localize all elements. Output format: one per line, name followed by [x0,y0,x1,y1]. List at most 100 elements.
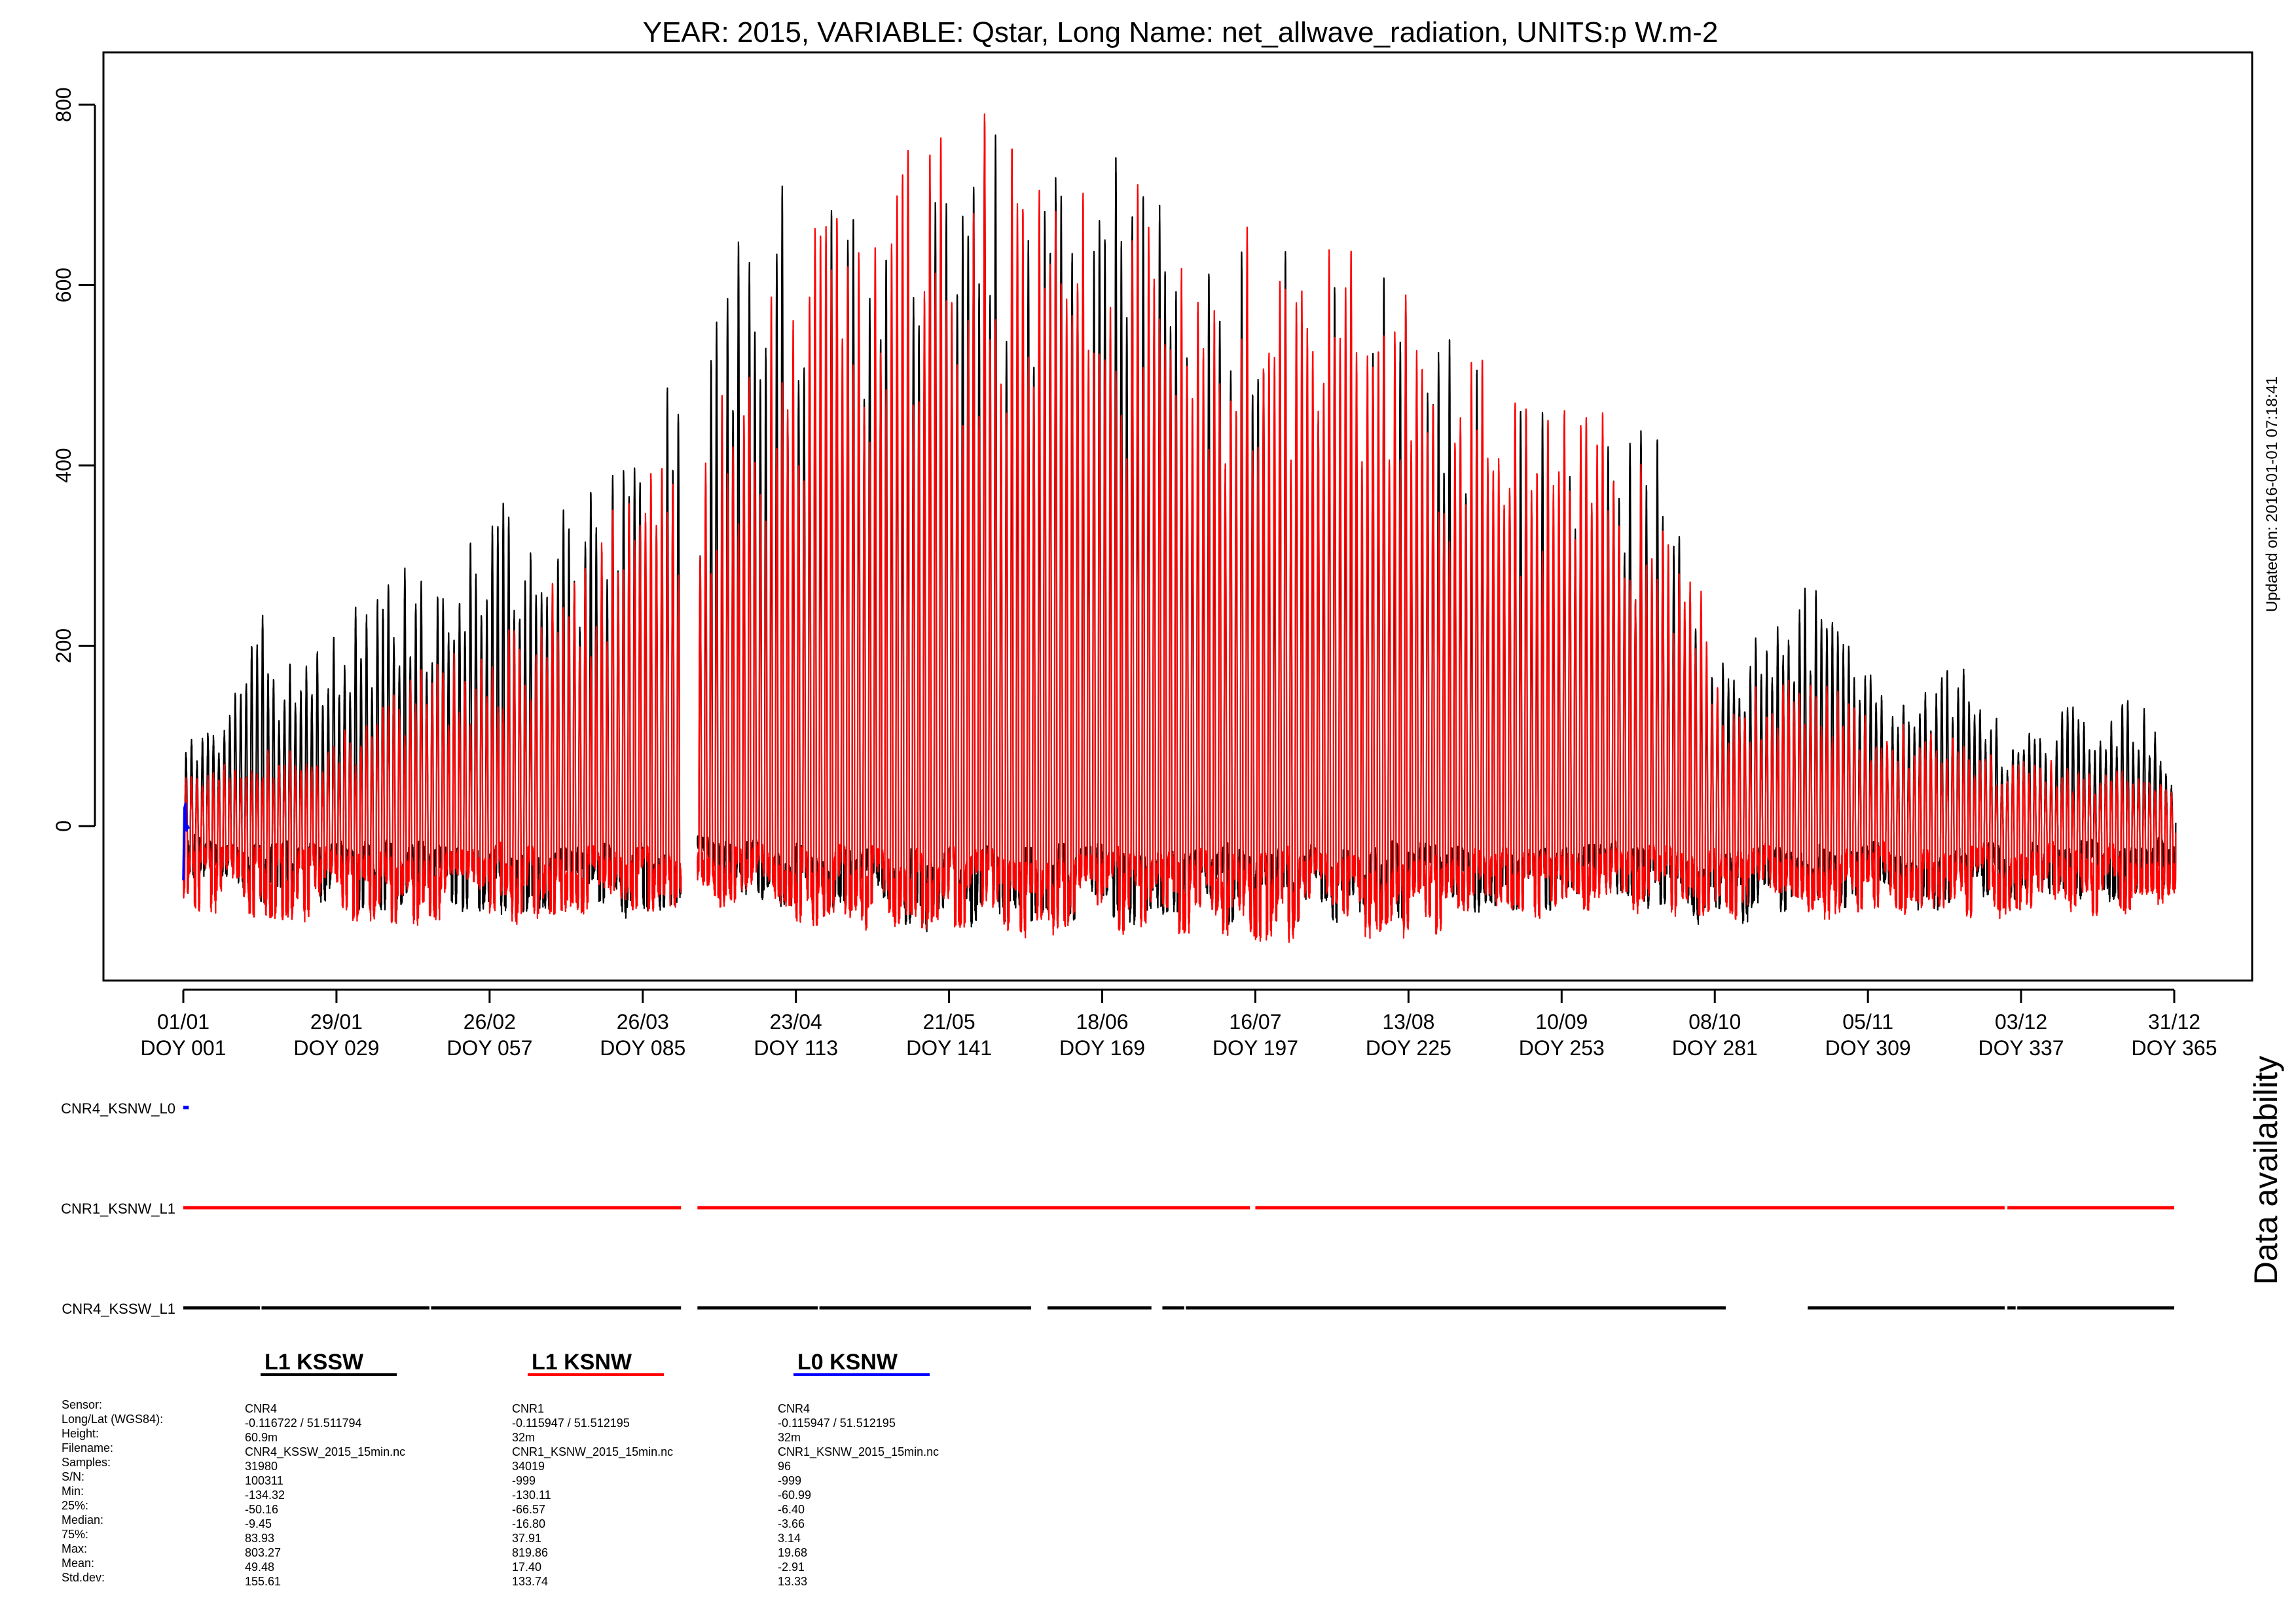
stats-column-title: L1 KSSW [264,1350,364,1375]
x-tick-date: 16/07 [1229,1010,1281,1034]
chart-title: YEAR: 2015, VARIABLE: Qstar, Long Name: … [643,16,1719,48]
x-tick-date: 21/05 [923,1010,975,1034]
x-tick-doy: DOY 197 [1212,1036,1298,1060]
x-tick-date: 10/09 [1535,1010,1588,1034]
x-tick-date: 13/08 [1382,1010,1434,1034]
x-tick-date: 05/11 [1842,1010,1893,1034]
stats-row-label: Std.dev: [62,1571,105,1584]
x-tick-doy: DOY 225 [1366,1036,1451,1060]
x-tick-date: 08/10 [1688,1010,1741,1034]
series-line-l1-ksnw [182,113,2177,943]
x-tick-doy: DOY 113 [754,1036,838,1060]
stats-value: 803.27 [245,1546,281,1559]
stats-row-label: Mean: [62,1557,94,1570]
stats-value: 19.68 [778,1546,807,1559]
stats-row-label: S/N: [62,1470,84,1483]
stats-value: 34019 [512,1460,545,1473]
x-tick-date: 18/06 [1076,1010,1128,1034]
stats-row-label: Min: [62,1485,84,1498]
updated-on-note: Updated on: 2016-01-01 07:18:41 [2263,376,2281,612]
stats-row-label: 75%: [62,1528,88,1541]
stats-value: -130.11 [512,1489,551,1502]
stats-value: CNR1_KSNW_2015_15min.nc [512,1445,673,1459]
stats-value: -50.16 [245,1503,278,1516]
stats-column-title: L0 KSNW [797,1350,898,1375]
stats-value: CNR4 [778,1402,810,1415]
data-availability-panel: CNR4_KSNW_L0 CNR1_KSNW_L1 CNR4_KSSW_L1 [61,1100,2174,1317]
stats-value: 17.40 [512,1561,541,1574]
stats-value: -9.45 [245,1517,272,1530]
stats-value: -999 [778,1474,801,1487]
stats-value: -2.91 [778,1561,805,1574]
stats-value: -6.40 [778,1503,805,1516]
stats-value: CNR4 [245,1402,277,1415]
stats-value: -60.99 [778,1489,811,1502]
data-availability-label: Data availability [2248,1056,2284,1285]
stats-value: 3.14 [778,1532,801,1545]
x-tick-doy: DOY 253 [1519,1036,1605,1060]
stats-value: 32m [778,1431,801,1444]
stats-value: 100311 [245,1474,283,1487]
x-tick-date: 01/01 [157,1010,210,1034]
x-tick-doy: DOY 029 [293,1036,379,1060]
stats-value: 32m [512,1431,535,1444]
x-tick-date: 26/03 [617,1010,669,1034]
availability-row-label: CNR1_KSNW_L1 [61,1200,175,1217]
y-tick-label: 200 [52,628,75,663]
stats-block: Sensor: Long/Lat (WGS84):Height:Filename:… [62,1350,939,1588]
stats-value: CNR1 [512,1402,544,1415]
stats-value: 49.48 [245,1561,274,1574]
x-tick-date: 31/12 [2148,1010,2200,1034]
x-tick-doy: DOY 085 [600,1036,685,1060]
stats-row-label: Max: [62,1542,87,1555]
stats-row-label: Sensor: [62,1398,102,1411]
y-tick-label: 400 [52,448,75,482]
y-tick-label: 0 [52,820,75,832]
x-tick-date: 26/02 [464,1010,516,1034]
stats-value: -3.66 [778,1517,805,1530]
stats-value: -0.116722 / 51.511794 [245,1416,362,1430]
x-tick-doy: DOY 001 [140,1036,226,1060]
stats-value: -0.115947 / 51.512195 [778,1416,896,1430]
stats-value: -134.32 [245,1489,285,1502]
x-tick-date: 23/04 [770,1010,822,1034]
stats-value: -0.115947 / 51.512195 [512,1416,630,1430]
stats-value: -16.80 [512,1517,545,1530]
stats-value: 31980 [245,1460,278,1473]
stats-value: -999 [512,1474,536,1487]
stats-column-title: L1 KSNW [532,1350,632,1375]
stats-value: 37.91 [512,1532,541,1545]
stats-value: 819.86 [512,1546,548,1559]
x-tick-date: 29/01 [310,1010,363,1034]
x-tick-doy: DOY 337 [1978,1036,2064,1060]
availability-row-label: CNR4_KSNW_L0 [61,1100,175,1117]
stats-value: 13.33 [778,1575,807,1588]
series-line-l0-ksnw [182,802,191,880]
stats-row-label: Samples: [62,1456,111,1469]
stats-value: 155.61 [245,1575,281,1588]
availability-row-label: CNR4_KSSW_L1 [62,1301,175,1317]
stats-value: CNR4_KSSW_2015_15min.nc [245,1445,405,1459]
x-tick-doy: DOY 169 [1059,1036,1145,1060]
stats-row-label: 25%: [62,1499,88,1512]
stats-value: 96 [778,1460,791,1473]
x-tick-doy: DOY 281 [1672,1036,1758,1060]
stats-value: 133.74 [512,1575,548,1588]
stats-value: 83.93 [245,1532,274,1545]
stats-value: -66.57 [512,1503,545,1516]
stats-row-label: Height: [62,1427,99,1440]
stats-value: CNR1_KSNW_2015_15min.nc [778,1445,939,1459]
stats-row-label: Filename: [62,1441,113,1454]
stats-value: 60.9m [245,1431,278,1444]
stats-row-label: Median: [62,1513,103,1526]
series-layer [182,113,2177,943]
plot-frame [102,51,2253,982]
x-tick-doy: DOY 365 [2131,1036,2217,1060]
y-tick-label: 600 [52,268,75,302]
stats-row-label: Long/Lat (WGS84): [62,1413,163,1426]
x-tick-doy: DOY 309 [1825,1036,1911,1060]
x-tick-doy: DOY 057 [446,1036,532,1060]
y-tick-label: 800 [52,87,75,122]
